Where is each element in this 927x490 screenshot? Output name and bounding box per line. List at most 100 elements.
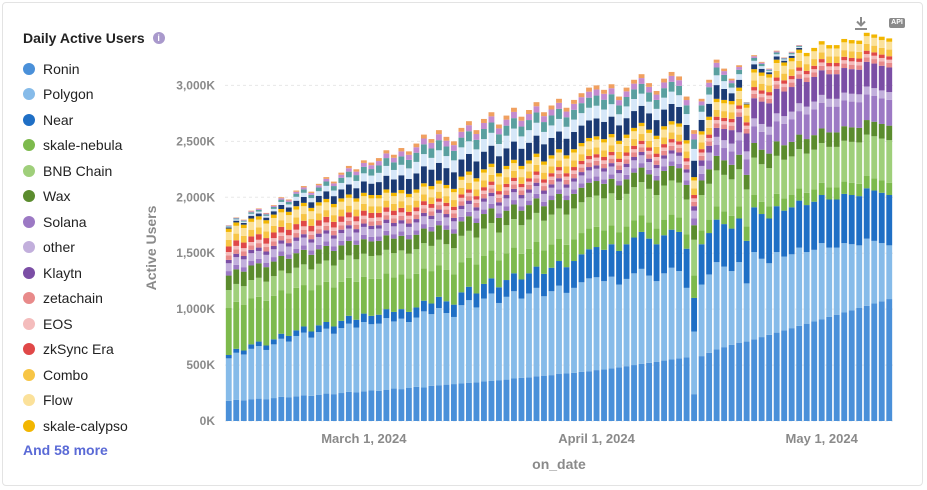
bar-segment[interactable] <box>856 94 863 103</box>
bar-segment[interactable] <box>796 78 803 104</box>
bar-segment[interactable] <box>496 202 502 206</box>
bar-segment[interactable] <box>848 182 855 196</box>
bar-segment[interactable] <box>578 233 585 255</box>
bar-segment[interactable] <box>383 389 390 421</box>
bar-segment[interactable] <box>323 328 330 394</box>
bar-segment[interactable] <box>811 47 818 52</box>
bar-segment[interactable] <box>638 215 645 232</box>
bar-segment[interactable] <box>841 312 848 421</box>
bar-segment[interactable] <box>736 112 743 117</box>
bar-segment-other-chains[interactable] <box>338 177 345 183</box>
bar-segment[interactable] <box>706 134 713 138</box>
bar-segment[interactable] <box>248 218 255 222</box>
bar-segment[interactable] <box>721 140 728 149</box>
bar-segment[interactable] <box>683 164 690 170</box>
bar-segment[interactable] <box>443 206 450 210</box>
bar-segment-other-chains[interactable] <box>248 211 255 213</box>
bar-segment[interactable] <box>323 225 330 231</box>
bar-segment[interactable] <box>578 183 585 188</box>
bar-segment[interactable] <box>698 356 705 421</box>
bar-segment[interactable] <box>728 130 735 144</box>
bar-segment[interactable] <box>623 174 630 180</box>
bar-segment[interactable] <box>676 148 683 153</box>
bar-segment[interactable] <box>758 149 765 165</box>
bar-segment[interactable] <box>638 122 645 127</box>
bar-segment[interactable] <box>833 187 840 200</box>
bar-segment[interactable] <box>698 131 705 135</box>
bar-segment[interactable] <box>826 146 833 188</box>
bar-segment[interactable] <box>225 290 232 309</box>
bar-segment-other-chains[interactable] <box>435 162 442 181</box>
bar-segment[interactable] <box>390 311 397 322</box>
bar-segment[interactable] <box>556 181 562 190</box>
bar-segment-other-chains[interactable] <box>736 67 743 70</box>
bar-segment[interactable] <box>481 298 487 382</box>
bar-segment[interactable] <box>270 225 277 233</box>
bar-segment[interactable] <box>541 375 547 421</box>
bar-segment[interactable] <box>533 242 540 267</box>
bar-segment[interactable] <box>623 179 630 194</box>
legend-item[interactable]: skale-nebula <box>23 133 173 159</box>
bar-segment[interactable] <box>601 230 607 250</box>
bar-segment[interactable] <box>661 158 667 167</box>
bar-segment[interactable] <box>608 137 615 146</box>
bar-segment[interactable] <box>435 183 442 192</box>
bar-segment[interactable] <box>646 154 652 159</box>
bar-segment[interactable] <box>308 231 315 235</box>
bar-segment-other-chains[interactable] <box>473 130 480 134</box>
bar-segment-other-chains[interactable] <box>593 95 600 106</box>
bar-segment[interactable] <box>781 330 788 421</box>
bar-segment[interactable] <box>450 229 457 234</box>
bar-segment[interactable] <box>458 221 465 236</box>
bar-segment[interactable] <box>435 205 442 210</box>
bar-segment[interactable] <box>788 111 795 120</box>
bar-segment[interactable] <box>353 221 360 225</box>
bar-segment[interactable] <box>315 244 322 250</box>
bar-segment[interactable] <box>405 197 412 206</box>
bar-segment[interactable] <box>871 190 878 241</box>
bar-segment[interactable] <box>308 239 315 243</box>
bar-segment[interactable] <box>293 335 300 397</box>
bar-segment-other-chains[interactable] <box>323 177 330 179</box>
bar-segment[interactable] <box>533 153 540 157</box>
bar-segment-other-chains[interactable] <box>255 213 262 217</box>
bar-segment-other-chains[interactable] <box>466 141 472 154</box>
bar-segment[interactable] <box>368 198 375 207</box>
bar-segment[interactable] <box>398 201 405 208</box>
bar-segment[interactable] <box>676 155 683 164</box>
bar-segment[interactable] <box>661 144 667 148</box>
legend-item[interactable]: Wax <box>23 184 173 210</box>
bar-segment[interactable] <box>293 233 300 238</box>
bar-segment-other-chains[interactable] <box>481 151 487 170</box>
bar-segment[interactable] <box>345 323 352 392</box>
bar-segment[interactable] <box>616 232 622 251</box>
bar-segment[interactable] <box>706 274 713 353</box>
bar-segment[interactable] <box>541 206 547 221</box>
bar-segment[interactable] <box>616 173 622 182</box>
legend-item[interactable]: Solana <box>23 209 173 235</box>
bar-segment[interactable] <box>323 198 330 203</box>
bar-segment-other-chains[interactable] <box>270 205 277 207</box>
bar-segment[interactable] <box>360 391 367 421</box>
bar-segment[interactable] <box>481 193 487 199</box>
bar-segment[interactable] <box>788 254 795 329</box>
bar-segment[interactable] <box>315 205 322 214</box>
bar-segment[interactable] <box>848 101 855 128</box>
bar-segment[interactable] <box>736 90 743 99</box>
bar-segment[interactable] <box>773 84 780 89</box>
bar-segment[interactable] <box>848 43 855 52</box>
bar-segment[interactable] <box>345 217 352 221</box>
bar-segment[interactable] <box>638 151 645 156</box>
bar-segment[interactable] <box>586 182 592 198</box>
bar-segment-other-chains[interactable] <box>578 125 585 143</box>
bar-segment-other-chains[interactable] <box>758 66 765 69</box>
bar-segment[interactable] <box>308 207 315 212</box>
bar-segment[interactable] <box>390 321 397 389</box>
bar-segment[interactable] <box>330 227 337 231</box>
bar-segment[interactable] <box>818 243 825 320</box>
bar-segment[interactable] <box>736 342 743 421</box>
bar-segment[interactable] <box>563 158 570 167</box>
bar-segment[interactable] <box>728 143 735 152</box>
bar-segment[interactable] <box>676 144 683 149</box>
bar-segment[interactable] <box>721 103 728 112</box>
